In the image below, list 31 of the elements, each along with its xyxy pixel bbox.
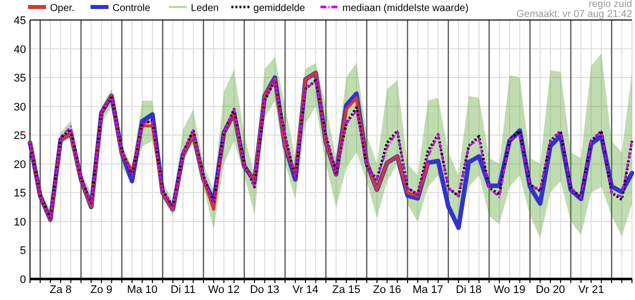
y-tick-label: 5 <box>20 245 26 258</box>
legend-label: Leden <box>190 3 219 14</box>
legend-label: Oper. <box>50 3 74 14</box>
x-tick-label: Ma 17 <box>412 284 444 296</box>
x-tick-label: Wo 19 <box>494 284 526 296</box>
y-tick-label: 35 <box>14 72 26 85</box>
x-tick-label: Di 11 <box>170 284 196 296</box>
x-tick-label: Zo 9 <box>90 284 112 296</box>
y-tick-label: 15 <box>14 188 26 200</box>
x-tick-label: Do 20 <box>536 284 566 296</box>
x-tick-label: Zo 16 <box>373 284 402 296</box>
legend-label: mediaan (middelste waarde) <box>342 3 469 14</box>
y-tick-label: 30 <box>14 101 26 114</box>
x-tick-label: Do 13 <box>250 284 280 296</box>
y-tick-label: 0 <box>20 274 26 286</box>
y-tick-label: 45 <box>14 15 26 27</box>
y-tick-label: 25 <box>14 130 26 142</box>
x-tick-label: Wo 12 <box>208 284 240 296</box>
text: regio zuid <box>588 0 632 10</box>
legend-label: gemiddelde <box>253 3 306 14</box>
x-tick-label: Vr 21 <box>578 284 604 296</box>
x-tick-label: Ma 10 <box>126 284 158 296</box>
legend-label: Controle <box>112 3 151 14</box>
x-tick-label: Vr 14 <box>292 284 318 296</box>
x-tick-label: Za 8 <box>50 284 72 296</box>
y-tick-label: 20 <box>14 158 26 171</box>
y-tick-label: 40 <box>14 44 26 56</box>
y-tick-label: 10 <box>14 216 26 228</box>
x-tick-label: Za 15 <box>332 284 360 296</box>
text: Gemaakt: vr 07 aug 21:42 <box>516 9 632 20</box>
x-tick-label: Di 18 <box>456 284 482 296</box>
